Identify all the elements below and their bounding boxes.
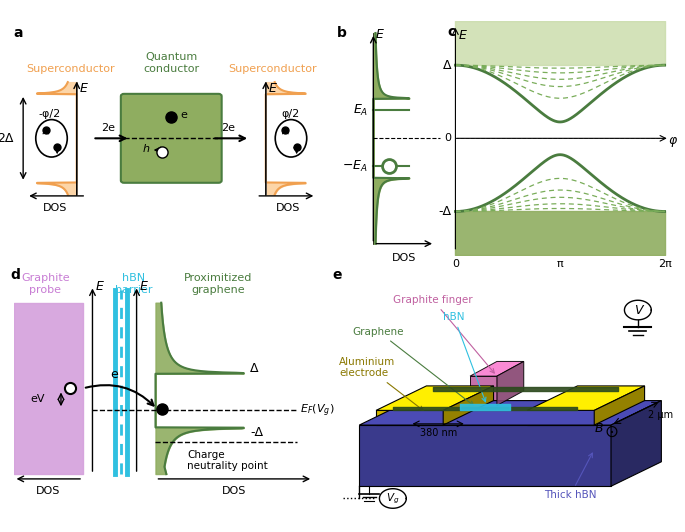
Text: DOS: DOS — [222, 486, 247, 496]
Text: φ/2: φ/2 — [282, 109, 300, 119]
Text: d: d — [10, 269, 21, 282]
Text: Aluminium
electrode: Aluminium electrode — [339, 356, 423, 410]
Text: a: a — [13, 26, 23, 40]
Text: Quantum
conductor: Quantum conductor — [143, 52, 199, 74]
Text: 2Δ: 2Δ — [0, 132, 14, 145]
Text: E: E — [140, 280, 147, 294]
Text: 0: 0 — [452, 259, 459, 269]
Polygon shape — [376, 410, 443, 425]
Polygon shape — [594, 386, 645, 425]
Text: eV: eV — [31, 394, 45, 404]
Polygon shape — [359, 425, 611, 486]
Text: E: E — [96, 280, 103, 294]
FancyBboxPatch shape — [121, 94, 222, 183]
Text: $-E_A$: $-E_A$ — [342, 159, 369, 174]
Text: E: E — [375, 28, 383, 40]
Text: E: E — [269, 82, 277, 95]
Text: ⊙: ⊙ — [604, 423, 618, 442]
Text: 2 μm: 2 μm — [648, 410, 673, 420]
Text: b: b — [337, 26, 347, 40]
Text: 2e: 2e — [221, 123, 235, 134]
Text: 0: 0 — [445, 134, 451, 143]
Text: DOS: DOS — [42, 203, 67, 213]
Text: Superconductor: Superconductor — [228, 64, 316, 74]
Text: V: V — [634, 304, 642, 317]
Polygon shape — [443, 386, 493, 425]
Text: -Δ: -Δ — [438, 205, 451, 218]
Text: E: E — [459, 29, 466, 41]
Text: $V_g$: $V_g$ — [386, 491, 399, 506]
Text: Charge
neutrality point: Charge neutrality point — [187, 450, 268, 471]
Text: -Δ: -Δ — [250, 426, 263, 439]
Polygon shape — [497, 361, 524, 405]
Text: Graphite finger: Graphite finger — [393, 295, 495, 373]
Polygon shape — [611, 401, 661, 486]
Polygon shape — [527, 386, 645, 410]
Text: Thick hBN: Thick hBN — [544, 453, 597, 501]
Text: π: π — [557, 259, 563, 269]
Polygon shape — [470, 361, 524, 376]
Text: $E_A$: $E_A$ — [353, 103, 369, 118]
Text: hBN: hBN — [443, 312, 486, 402]
Text: e: e — [181, 110, 188, 120]
Text: hBN
barrier: hBN barrier — [114, 273, 152, 295]
Text: 2π: 2π — [658, 259, 671, 269]
Text: h: h — [143, 144, 150, 154]
Text: Graphene: Graphene — [353, 327, 473, 405]
Text: φ: φ — [668, 134, 676, 147]
Polygon shape — [470, 376, 497, 405]
Text: DOS: DOS — [392, 253, 416, 263]
Polygon shape — [359, 401, 661, 425]
Text: DOS: DOS — [275, 203, 300, 213]
Text: Proximitized
graphene: Proximitized graphene — [184, 273, 253, 295]
Text: $E_F(V_g)$: $E_F(V_g)$ — [301, 402, 335, 419]
Text: Superconductor: Superconductor — [26, 64, 114, 74]
Text: E: E — [80, 82, 88, 95]
Text: e: e — [111, 368, 119, 381]
Text: -φ/2: -φ/2 — [39, 109, 61, 119]
Text: B: B — [594, 422, 603, 435]
Polygon shape — [527, 410, 594, 425]
Text: Graphite
probe: Graphite probe — [21, 273, 69, 295]
Text: 2e: 2e — [101, 123, 115, 134]
Text: Δ: Δ — [443, 59, 451, 72]
Text: Δ: Δ — [250, 362, 258, 375]
Polygon shape — [376, 386, 493, 410]
Text: e: e — [332, 269, 342, 282]
Text: DOS: DOS — [36, 486, 60, 496]
Text: c: c — [447, 25, 456, 39]
Text: 380 nm: 380 nm — [419, 428, 457, 437]
